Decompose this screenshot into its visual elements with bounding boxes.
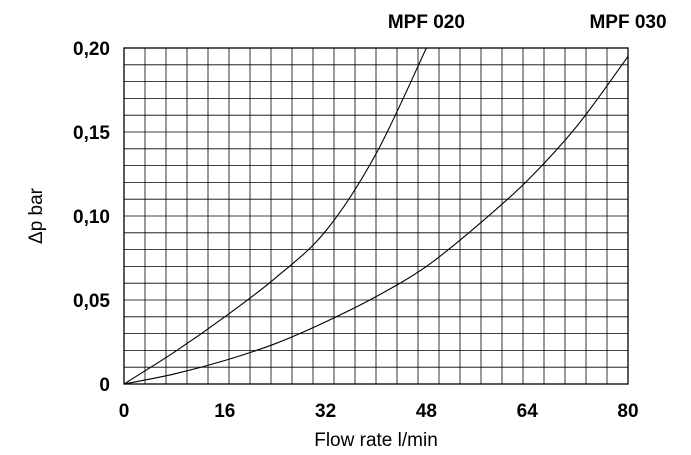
x-tick-label: 64 [517, 401, 539, 422]
plot-frame [123, 47, 629, 385]
x-tick-label: 0 [119, 401, 130, 422]
y-tick-label: 0,05 [73, 291, 110, 312]
x-axis-label: Flow rate l/min [314, 430, 438, 451]
x-tick-label: 48 [416, 401, 437, 422]
y-tick-labels: 0 0,05 0,10 0,15 0,20 [73, 39, 110, 396]
y-tick-label: 0 [99, 375, 110, 396]
curve-mpf-030 [123, 56, 629, 385]
x-tick-labels: 0 16 32 48 64 80 [119, 401, 639, 422]
y-tick-label: 0,10 [73, 207, 110, 228]
series-labels: MPF 020 MPF 030 [388, 12, 667, 33]
series-curves [123, 47, 629, 385]
x-tick-label: 16 [214, 401, 235, 422]
series-label-mpf-020: MPF 020 [388, 12, 465, 33]
y-tick-label: 0,20 [73, 39, 110, 60]
y-tick-label: 0,15 [73, 123, 110, 144]
y-axis-label: Δp bar [26, 187, 47, 244]
x-tick-label: 32 [315, 401, 336, 422]
x-tick-label: 80 [617, 401, 638, 422]
curve-mpf-020 [123, 47, 427, 385]
series-label-mpf-030: MPF 030 [589, 12, 666, 33]
grid [124, 48, 628, 384]
